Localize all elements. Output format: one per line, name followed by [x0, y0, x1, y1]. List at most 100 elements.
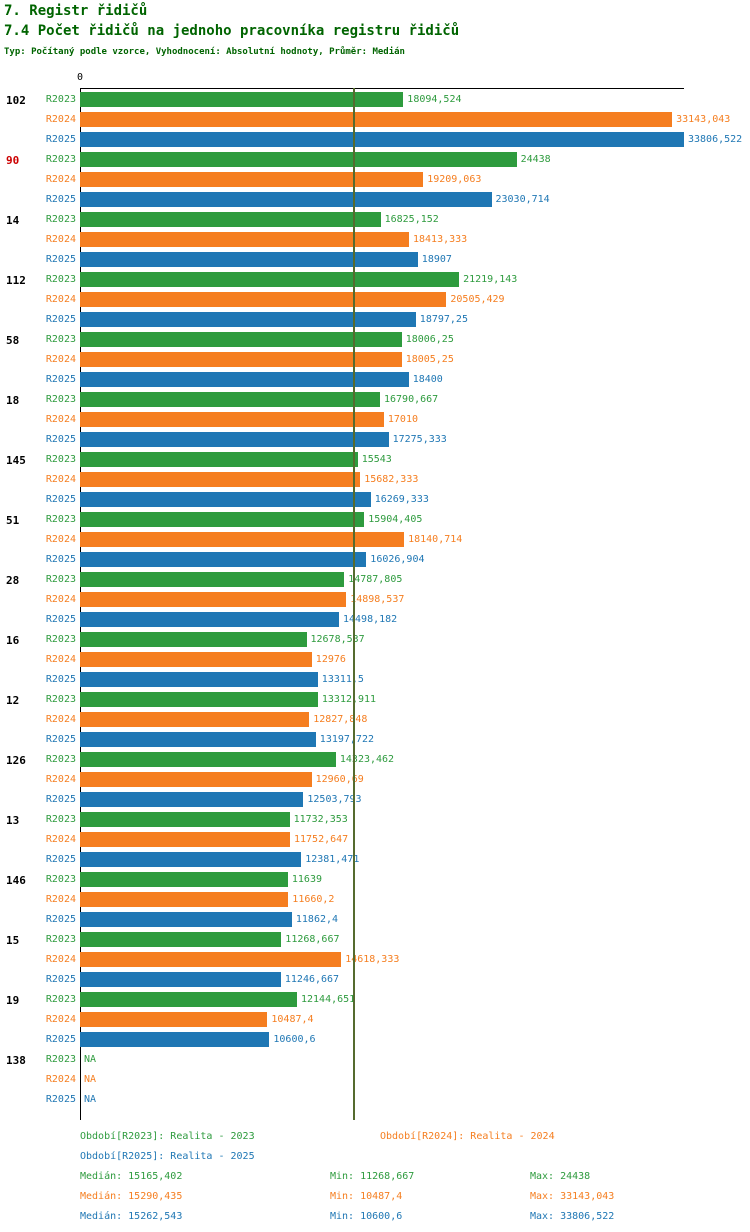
value-label: 16825,152	[384, 213, 439, 225]
value-label: 11862,4	[295, 913, 339, 925]
value-label: NA	[84, 1053, 97, 1065]
bar-row: R2025 11862,4	[0, 909, 750, 929]
bar-row: R2023 18006,25	[0, 329, 750, 349]
series-label: R2025	[45, 973, 76, 985]
bar-r2023	[80, 931, 282, 947]
series-label: R2025	[45, 793, 76, 805]
value-label: 12381,471	[305, 853, 360, 865]
bar-group: 18 R2023 16790,667 R2024 17010 R2025 17275,333	[0, 389, 750, 449]
series-label: R2024	[45, 413, 76, 425]
bar-r2024	[80, 711, 310, 727]
bar-r2024	[80, 951, 342, 967]
bar-group: 126 R2023 14323,462 R2024 12960,69 R2025 12503…	[0, 749, 750, 809]
bar-row: R2023 11639	[0, 869, 750, 889]
value-label: 18797,25	[419, 313, 468, 325]
bar-group: 102 R2023 18094,524 R2024 33143,043 R2025 3380…	[0, 89, 750, 149]
series-label: R2025	[45, 373, 76, 385]
bar-row: R2023 18094,524	[0, 89, 750, 109]
bar-r2023	[80, 151, 517, 167]
bar-row: R2023 14787,805	[0, 569, 750, 589]
series-label: R2024	[45, 593, 76, 605]
series-label: R2024	[45, 173, 76, 185]
value-label: 12144,651	[301, 993, 356, 1005]
value-label: 11246,667	[284, 973, 340, 985]
bar-r2024	[80, 771, 312, 787]
axis-zero-tick: 0	[76, 72, 84, 83]
series-label: R2023	[45, 993, 76, 1005]
stat-max-r2023: Max: 24438	[530, 1171, 591, 1182]
bar-r2023	[80, 811, 290, 827]
bar-r2023	[80, 751, 336, 767]
bar-r2025	[80, 971, 281, 987]
group-label: 16	[6, 634, 20, 647]
bar-r2025	[80, 131, 684, 147]
bar-row: R2025 16026,904	[0, 549, 750, 569]
series-label: R2025	[45, 193, 76, 205]
series-label: R2023	[45, 453, 76, 465]
stats-line-r2023: Medián: 15165,402 Min: 11268,667 Max: 24…	[0, 1168, 750, 1188]
legend-line-2: Období[R2025]: Realita - 2025	[0, 1148, 750, 1168]
bar-group: 58 R2023 18006,25 R2024 18005,25 R2025 18400	[0, 329, 750, 389]
group-label: 145	[6, 454, 26, 467]
series-label: R2023	[45, 753, 76, 765]
group-label: 18	[6, 394, 20, 407]
value-label: 15682,333	[364, 473, 419, 485]
bar-row: R2023 14323,462	[0, 749, 750, 769]
bar-r2024	[80, 531, 405, 547]
bar-r2024	[80, 291, 447, 307]
bar-row: R2023 15543	[0, 449, 750, 469]
value-label: 10600,6	[273, 1033, 316, 1045]
series-label: R2023	[45, 513, 76, 525]
bar-row: R2024 33143,043	[0, 109, 750, 129]
bar-r2024	[80, 591, 347, 607]
bar-r2025	[80, 851, 302, 867]
bar-r2023	[80, 451, 358, 467]
bar-row: R2023 13312,911	[0, 689, 750, 709]
group-label: 112	[6, 274, 26, 287]
series-label: R2025	[45, 553, 76, 565]
series-label: R2024	[45, 653, 76, 665]
bar-chart: 0 102 R2023 18094,524 R2024 33143,043 R2025 33…	[0, 72, 750, 1128]
value-label: 13312,911	[321, 693, 377, 705]
bar-r2023	[80, 691, 318, 707]
bar-row: R2023 21219,143	[0, 269, 750, 289]
group-label: 146	[6, 874, 26, 887]
stat-min-r2024: Min: 10487,4	[330, 1191, 403, 1202]
value-label: 21219,143	[463, 273, 518, 285]
bar-row: R2024 11752,647	[0, 829, 750, 849]
legend-r2024: Období[R2024]: Realita - 2024	[380, 1131, 555, 1142]
bar-group: 15 R2023 11268,667 R2024 14618,333 R2025 11246…	[0, 929, 750, 989]
value-label: 18094,524	[407, 93, 462, 105]
group-label: 14	[6, 214, 20, 227]
group-label: 126	[6, 754, 26, 767]
bar-r2025	[80, 551, 367, 567]
value-label: 18400	[412, 373, 443, 385]
bar-group: 112 R2023 21219,143 R2024 20505,429 R2025 1879…	[0, 269, 750, 329]
bar-group: 146 R2023 11639 R2024 11660,2 R2025 11862,4	[0, 869, 750, 929]
bar-row: R2023 12678,537	[0, 629, 750, 649]
bar-r2025	[80, 371, 409, 387]
bar-group: 145 R2023 15543 R2024 15682,333 R2025 16269,33…	[0, 449, 750, 509]
bar-row: R2025 12503,793	[0, 789, 750, 809]
value-label: 11752,647	[294, 833, 349, 845]
value-label: 18413,333	[413, 233, 468, 245]
series-label: R2025	[45, 853, 76, 865]
bar-row: R2025 17275,333	[0, 429, 750, 449]
value-label: 12678,537	[310, 633, 365, 645]
bar-row: R2023 24438	[0, 149, 750, 169]
value-label: 23030,714	[495, 193, 550, 205]
series-label: R2025	[45, 733, 76, 745]
legend-line-1: Období[R2023]: Realita - 2023 Období[R20…	[0, 1128, 750, 1148]
value-label: 16790,667	[384, 393, 439, 405]
bar-r2025	[80, 731, 316, 747]
bar-r2023	[80, 331, 402, 347]
bar-groups: 102 R2023 18094,524 R2024 33143,043 R2025 3380…	[0, 89, 750, 1109]
stat-median-r2023: Medián: 15165,402	[80, 1171, 183, 1182]
bar-r2025	[80, 671, 318, 687]
stat-min-r2025: Min: 10600,6	[330, 1211, 403, 1222]
stat-min-r2023: Min: 11268,667	[330, 1171, 415, 1182]
value-label: 14898,537	[350, 593, 405, 605]
chart-meta-info: Typ: Počítaný podle vzorce, Vyhodnocení:…	[4, 47, 405, 57]
bar-r2023	[80, 511, 365, 527]
value-label: 15904,405	[368, 513, 423, 525]
